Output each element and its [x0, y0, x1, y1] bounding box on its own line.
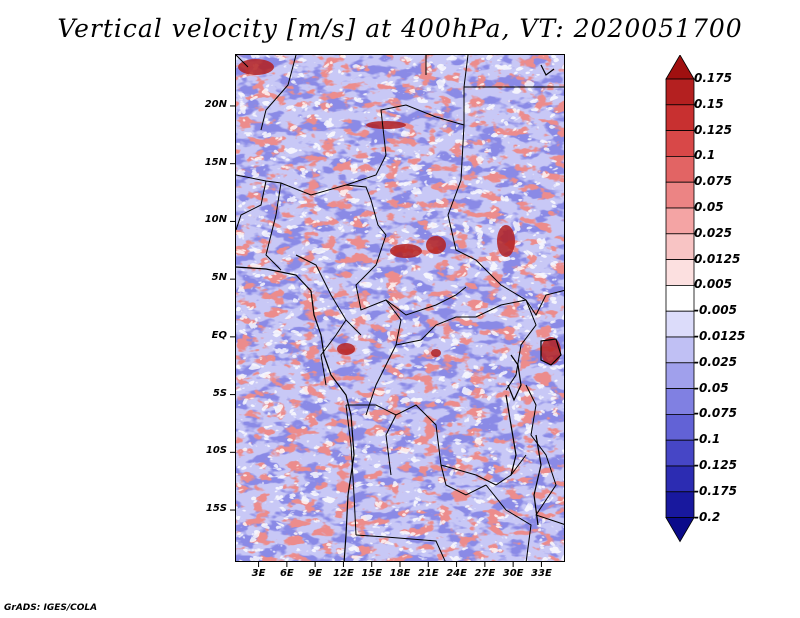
- colorbar-upper-triangle: [665, 55, 695, 80]
- lon-tick-label: 21E: [417, 568, 439, 579]
- colorbar-level-label: 0.175: [694, 71, 732, 85]
- country-borders: [236, 55, 564, 561]
- lat-tick-label: 10S: [205, 445, 227, 457]
- colorbar-segment: [665, 181, 695, 209]
- colorbar-segment: [665, 439, 695, 467]
- lat-tick-label: 5N: [211, 272, 227, 284]
- vertical-velocity-field: [236, 55, 564, 561]
- colorbar: [665, 55, 695, 543]
- colorbar-segment: [665, 78, 695, 106]
- lon-tick-label: 33E: [531, 568, 552, 579]
- lon-tick-label: 24E: [446, 568, 467, 579]
- updraft-cores: [238, 59, 561, 365]
- colorbar-level-label: -0.025: [694, 354, 737, 369]
- colorbar-level-label: 0.025: [694, 225, 732, 240]
- colorbar-level-label: 0.05: [694, 200, 724, 214]
- lon-tick-label: 9E: [308, 568, 323, 579]
- colorbar-level-label: -0.1: [694, 432, 721, 447]
- lon-tick-label: 15E: [361, 568, 383, 579]
- lat-tick-label: 15S: [205, 503, 227, 515]
- coastlines: [236, 64, 562, 561]
- lat-tick-label: EQ: [211, 329, 227, 341]
- colorbar-level-label: 0.075: [694, 174, 732, 189]
- colorbar-level-label: -0.2: [694, 509, 721, 524]
- colorbar-segment: [665, 156, 695, 183]
- colorbar-level-label: -0.005: [694, 303, 737, 318]
- colorbar-segment: [665, 491, 695, 518]
- colorbar-segment: [665, 362, 695, 389]
- colorbar-segment: [665, 388, 695, 415]
- colorbar-level-label: 0.1: [694, 148, 716, 163]
- colorbar-segment: [665, 104, 695, 131]
- colorbar-lower-triangle: [665, 517, 695, 543]
- lon-tick-label: 6E: [279, 568, 294, 579]
- lat-tick-label: 20N: [204, 98, 227, 110]
- colorbar-level-label: -0.05: [694, 380, 729, 395]
- colorbar-level-label: -0.075: [694, 406, 737, 421]
- colorbar-level-label: 0.15: [694, 96, 724, 111]
- colorbar-segment: [665, 413, 695, 441]
- lon-tick-label: 18E: [389, 568, 411, 579]
- colorbar-segment: [665, 259, 695, 286]
- lon-tick-label: 3E: [251, 568, 266, 579]
- colorbar-level-label: -0.175: [694, 483, 737, 498]
- colorbar-segment: [665, 465, 695, 493]
- colorbar-segment: [665, 207, 695, 235]
- grads-credit: GrADS: IGES/COLA: [4, 603, 98, 613]
- lat-tick-label: 15N: [204, 156, 227, 168]
- lon-tick-label: 12E: [333, 568, 354, 579]
- colorbar-level-label: 0.005: [694, 277, 732, 292]
- lon-tick-label: 30E: [502, 568, 524, 579]
- colorbar-level-label: -0.0125: [694, 329, 746, 343]
- lon-tick-label: 27E: [474, 568, 496, 579]
- colorbar-level-label: -0.125: [694, 458, 737, 472]
- lat-tick-label: 5S: [212, 387, 227, 399]
- lat-tick-label: 10N: [204, 214, 227, 226]
- chart-title: Vertical velocity [m/s] at 400hPa, VT: 2…: [57, 14, 743, 43]
- colorbar-segment: [665, 130, 695, 157]
- map-frame: [235, 54, 565, 562]
- colorbar-segment: [665, 310, 695, 338]
- colorbar-level-label: 0.125: [694, 122, 732, 137]
- colorbar-level-label: 0.0125: [694, 251, 741, 266]
- colorbar-segment: [665, 336, 695, 364]
- colorbar-segment: [665, 233, 695, 261]
- colorbar-segment: [665, 284, 695, 312]
